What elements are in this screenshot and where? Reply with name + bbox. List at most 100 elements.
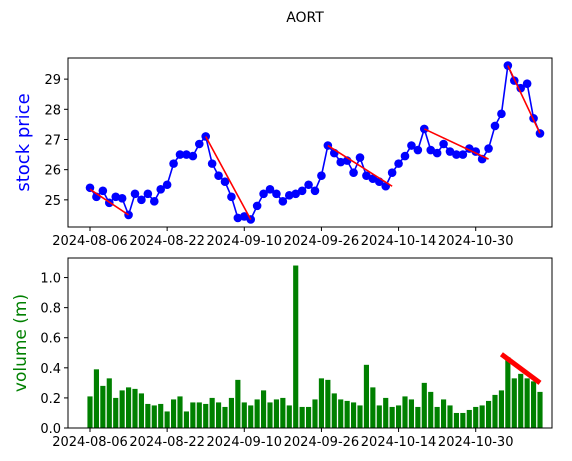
volume-bar — [511, 378, 517, 428]
volume-bar — [325, 379, 331, 428]
price-xtick-label: 2024-08-22 — [129, 234, 205, 249]
price-point — [445, 147, 455, 156]
volume-bar — [299, 406, 305, 428]
price-point — [522, 79, 532, 88]
volume-bar — [177, 396, 183, 428]
price-xtick-label: 2024-08-06 — [52, 234, 128, 249]
price-point — [220, 177, 230, 187]
price-xtick-label: 2024-09-26 — [284, 234, 360, 249]
volume-bar — [434, 406, 440, 428]
volume-bar — [158, 403, 164, 428]
volume-bar — [151, 405, 157, 428]
price-point — [310, 186, 320, 196]
price-xtick-label: 2024-10-14 — [361, 234, 437, 249]
volume-bar — [331, 393, 337, 428]
figure-title: AORT — [286, 10, 324, 26]
volume-ytick-label: 0.4 — [40, 362, 61, 377]
volume-bar — [113, 397, 119, 428]
volume-bar — [235, 379, 241, 428]
volume-bar — [453, 412, 459, 428]
volume-bar — [248, 405, 254, 428]
price-point — [432, 148, 442, 158]
volume-bar — [293, 265, 299, 428]
volume-bar — [344, 400, 350, 428]
volume-bar — [428, 391, 434, 428]
price-point — [394, 159, 403, 168]
price-point — [304, 180, 313, 190]
volume-chart: volume (m) 0.0 0.2 0.4 0.6 0.8 1.0 2024-08-06… — [11, 257, 553, 450]
volume-bar — [267, 402, 273, 428]
volume-bar — [132, 388, 138, 428]
volume-bar — [164, 411, 170, 428]
volume-bar — [209, 397, 215, 428]
volume-bar — [106, 378, 112, 428]
volume-ytick-label: 0.8 — [40, 302, 61, 317]
price-point — [458, 150, 468, 159]
price-point — [426, 145, 436, 155]
volume-xtick-label: 2024-08-06 — [52, 435, 128, 450]
price-point — [162, 180, 172, 190]
volume-bar — [138, 393, 144, 428]
volume-bar — [87, 396, 93, 428]
price-point — [516, 83, 526, 93]
price-point — [188, 151, 198, 161]
price-point — [149, 197, 159, 206]
price-point — [117, 194, 127, 203]
volume-bar — [196, 402, 202, 428]
price-ytick-label: 29 — [44, 73, 61, 88]
volume-bar — [486, 400, 492, 428]
volume-bar — [524, 378, 530, 428]
volume-bar — [531, 381, 537, 428]
price-trend-line — [205, 136, 252, 220]
price-point — [169, 159, 178, 168]
price-point — [297, 186, 307, 196]
volume-bar — [318, 378, 324, 428]
volume-bar — [241, 402, 247, 428]
price-point — [98, 186, 108, 196]
volume-trend-line — [499, 352, 542, 385]
price-series-line — [89, 62, 541, 221]
volume-bar — [286, 405, 292, 428]
price-trend-line — [507, 65, 541, 134]
price-point — [362, 171, 371, 180]
volume-ytick-label: 0.6 — [40, 332, 61, 347]
volume-bar — [203, 403, 209, 428]
volume-bar — [145, 403, 151, 428]
volume-bar — [479, 405, 485, 428]
volume-bar — [466, 409, 472, 428]
price-point — [413, 145, 423, 155]
price-point — [278, 197, 288, 206]
volume-bar — [273, 399, 279, 428]
price-trend-line — [89, 188, 130, 216]
volume-ytick-label: 0.0 — [40, 422, 61, 437]
volume-bar — [312, 399, 318, 428]
volume-bar — [183, 411, 189, 428]
price-ytick-label: 28 — [44, 103, 61, 118]
volume-xtick-label: 2024-09-26 — [284, 435, 360, 450]
price-point — [284, 191, 294, 200]
volume-bar — [408, 399, 414, 428]
volume-bar — [222, 406, 228, 428]
volume-bar — [518, 373, 524, 428]
volume-bar — [93, 369, 99, 428]
price-point — [233, 213, 243, 223]
price-point — [272, 189, 281, 199]
price-point — [239, 212, 249, 221]
volume-bar — [280, 397, 286, 428]
price-point — [130, 189, 140, 199]
price-point — [317, 171, 326, 180]
volume-bar — [396, 405, 402, 428]
price-point — [265, 184, 275, 194]
volume-bar — [460, 412, 466, 428]
volume-xtick-label: 2024-09-10 — [207, 435, 283, 450]
volume-bar — [537, 391, 543, 428]
volume-bar — [119, 390, 125, 428]
price-point — [484, 144, 493, 153]
volume-x-ticks: 2024-08-06 2024-08-22 2024-09-10 2024-09-26… — [52, 428, 513, 450]
volume-bar — [421, 382, 427, 428]
price-point — [207, 159, 217, 168]
price-point — [143, 189, 153, 199]
price-point — [349, 168, 358, 177]
price-point — [400, 151, 410, 161]
